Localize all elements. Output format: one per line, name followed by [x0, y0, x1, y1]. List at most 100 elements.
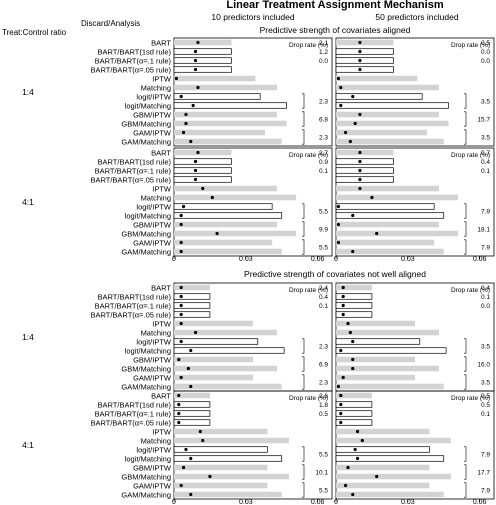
- data-point: [341, 303, 345, 308]
- data-point: [358, 67, 362, 72]
- bar: [174, 374, 253, 381]
- method-label: BART/BART(α=.05 rule): [90, 176, 171, 185]
- drop-rate-value: 0.4: [481, 159, 490, 166]
- drop-rate-value: 15.7: [477, 117, 490, 124]
- data-point: [341, 312, 345, 317]
- data-point: [351, 249, 355, 254]
- bar: [173, 410, 211, 417]
- data-point: [339, 402, 343, 407]
- drop-rate-value: 5.5: [319, 209, 328, 216]
- data-point: [177, 411, 181, 416]
- data-point: [339, 85, 343, 90]
- method-label: BART: [151, 284, 171, 293]
- x-tick-label: 0: [334, 499, 338, 505]
- bar: [173, 293, 211, 300]
- bar: [173, 347, 285, 354]
- bar: [173, 203, 273, 210]
- data-point: [358, 40, 362, 45]
- bar: [174, 230, 297, 237]
- x-tick-label: 0: [334, 256, 338, 263]
- bar: [335, 102, 449, 109]
- method-label: GBM/Matching: [121, 230, 171, 239]
- drop-rate-value: 0.4: [481, 285, 490, 292]
- drop-rate-value: 1.2: [319, 49, 328, 56]
- data-point: [351, 94, 355, 99]
- x-tick-label: 0.06: [473, 499, 487, 505]
- method-label: logit/Matching: [125, 455, 171, 464]
- data-point: [186, 366, 190, 371]
- bar: [336, 185, 439, 192]
- drop-rate-header: Drop rate (%): [451, 152, 490, 159]
- data-point: [193, 168, 198, 173]
- data-point: [201, 438, 205, 443]
- bar: [174, 194, 297, 201]
- bar: [174, 39, 232, 46]
- method-label: GBM/Matching: [121, 473, 171, 482]
- method-label: IPTW: [152, 185, 172, 194]
- bar: [336, 473, 451, 480]
- drop-rate-header: Drop rate (%): [289, 395, 328, 402]
- bar: [336, 464, 430, 471]
- data-point: [339, 348, 343, 353]
- x-tick-label: 0.06: [311, 499, 325, 505]
- data-point: [339, 393, 343, 398]
- bar: [336, 138, 444, 145]
- bar: [174, 111, 277, 118]
- pair-bracket: [464, 203, 467, 219]
- data-point: [179, 303, 183, 308]
- method-label: BART: [151, 39, 171, 48]
- data-point: [210, 195, 214, 200]
- bar: [174, 482, 268, 489]
- drop-rate-value: 0.0: [481, 303, 490, 310]
- bar: [174, 473, 289, 480]
- panel-frame: [335, 390, 495, 500]
- method-label: BART/BART(1sd rule): [98, 158, 172, 167]
- bar: [336, 111, 439, 118]
- pair-bracket: [302, 203, 305, 219]
- ratio-label: 4:1: [22, 197, 34, 207]
- bar: [173, 167, 232, 174]
- pair-bracket: [464, 446, 467, 462]
- bar: [335, 212, 445, 219]
- data-point: [181, 465, 186, 470]
- bar: [173, 102, 287, 109]
- drop-rate-header: Drop rate (%): [289, 42, 328, 49]
- data-point: [196, 85, 200, 90]
- drop-rate-header: Drop rate (%): [289, 152, 328, 159]
- data-point: [179, 213, 183, 218]
- bar: [336, 221, 439, 228]
- bar: [336, 320, 415, 327]
- bar: [174, 84, 277, 91]
- method-label: BART/BART(α=.1 rule): [95, 167, 172, 176]
- data-point: [179, 375, 183, 380]
- drop-rate-header: Drop rate (%): [289, 287, 328, 294]
- method-label: Matching: [141, 194, 171, 203]
- x-tick-label: 0.06: [473, 256, 487, 263]
- data-point: [336, 240, 340, 245]
- section-title: Predictive strength of covariates aligne…: [260, 25, 411, 35]
- data-point: [348, 330, 352, 335]
- data-point: [179, 285, 183, 290]
- bar: [174, 392, 210, 399]
- bar: [173, 48, 232, 55]
- data-point: [174, 76, 178, 81]
- drop-rate-value: 7.9: [481, 452, 490, 459]
- x-tick-label: 0.03: [239, 256, 253, 263]
- drop-rate-value: 6.9: [319, 362, 328, 369]
- bar: [336, 84, 439, 91]
- bar: [336, 482, 430, 489]
- drop-rate-value: 3.5: [481, 344, 490, 351]
- pair-bracket: [464, 93, 467, 109]
- drop-rate-value: 16.0: [477, 362, 490, 369]
- bar: [173, 311, 211, 318]
- method-label: GBM/IPTW: [133, 356, 172, 365]
- method-label: GAM/IPTW: [133, 482, 172, 491]
- method-column-header: Discard/Analysis: [81, 19, 140, 28]
- pair-bracket: [464, 221, 467, 237]
- method-label: BART: [151, 149, 171, 158]
- data-point: [179, 222, 183, 227]
- data-point: [375, 231, 379, 236]
- panel-frame: [173, 147, 333, 257]
- bar: [174, 464, 268, 471]
- bar: [174, 138, 282, 145]
